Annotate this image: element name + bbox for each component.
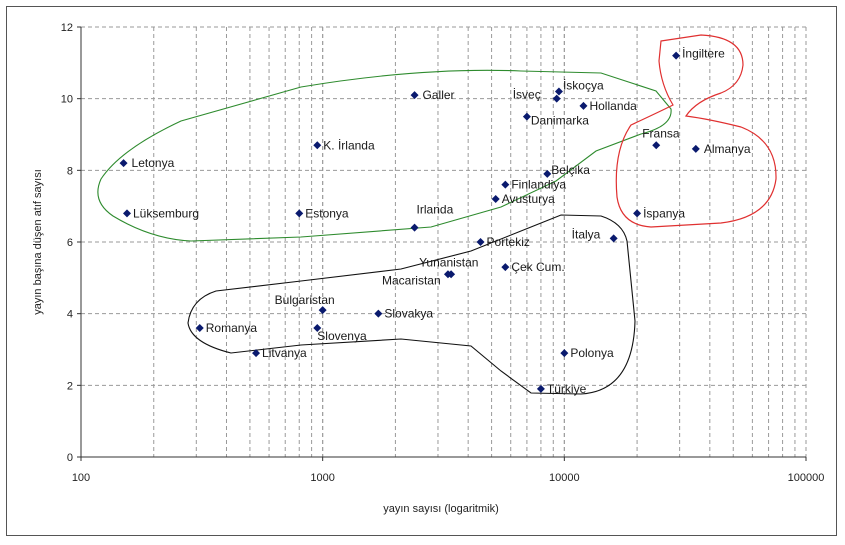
- cluster-outline-red: [615, 34, 777, 228]
- chart-frame: 0 2 4 6 8 10 12 100 1000 10000 100000 İngiltere İsk…: [6, 6, 837, 536]
- data-point: [552, 94, 561, 103]
- data-point: [522, 112, 531, 121]
- data-point: [491, 195, 500, 203]
- data-point: [374, 309, 383, 318]
- data-point: [443, 270, 452, 279]
- data-point: [501, 263, 510, 272]
- data-point-label: İskoçya: [563, 79, 604, 93]
- data-point-label: Slovenya: [317, 329, 367, 343]
- data-point-label: Türkiye: [547, 382, 587, 396]
- data-point-label: Portekiz: [487, 235, 530, 249]
- data-point-label: Yunanistan: [419, 255, 478, 269]
- x-tick-label: 100: [72, 472, 90, 484]
- data-point-label: Avusturya: [502, 192, 555, 206]
- x-tick-label: 10000: [549, 472, 580, 484]
- data-point: [579, 101, 588, 110]
- y-tick-label: 6: [67, 237, 73, 249]
- data-point: [501, 180, 510, 189]
- data-points: [119, 51, 700, 393]
- cluster-outlines: [97, 34, 777, 395]
- data-point: [410, 91, 419, 100]
- data-point: [543, 169, 552, 178]
- data-point-label: K. İrlanda: [323, 138, 375, 152]
- data-point: [691, 144, 700, 153]
- data-point-label: Lüksemburg: [133, 206, 199, 220]
- y-tick-label: 2: [67, 380, 73, 392]
- data-point: [195, 324, 204, 332]
- y-tick-label: 4: [67, 309, 73, 321]
- x-tick-label: 1000: [310, 472, 334, 484]
- cluster-outline-green: [97, 69, 672, 242]
- data-point-label: Fransa: [642, 126, 680, 140]
- data-point-label: İtalya: [572, 227, 601, 241]
- data-point-label: Danimarka: [531, 114, 589, 128]
- data-point: [313, 324, 322, 332]
- data-point: [318, 306, 327, 315]
- data-point: [609, 234, 618, 243]
- data-point-label: Finlandiya: [511, 178, 566, 192]
- x-tick-label: 100000: [788, 472, 825, 484]
- data-point-label: Bulgaristan: [275, 293, 335, 307]
- data-point-label: Hollanda: [589, 99, 637, 113]
- y-tick-label: 12: [61, 22, 73, 34]
- data-point-label: Belçika: [551, 163, 590, 177]
- data-point-label: İngiltere: [682, 47, 725, 61]
- data-point: [410, 223, 419, 232]
- data-point-label: İsveç: [513, 88, 541, 102]
- data-point-label: Estonya: [305, 206, 349, 220]
- data-point: [554, 87, 563, 96]
- y-tick-label: 8: [67, 165, 73, 177]
- data-point-label: İspanya: [643, 206, 685, 220]
- data-point-label: Polonya: [570, 346, 614, 360]
- cluster-outline-black: [187, 214, 636, 395]
- data-point-label: Romanya: [206, 321, 258, 335]
- data-point-label: Macaristan: [382, 273, 441, 287]
- data-point-label: Çek Cum.: [511, 260, 564, 274]
- data-point: [560, 349, 569, 358]
- data-point-label: Irlanda: [417, 203, 454, 217]
- grid: [81, 26, 807, 457]
- data-point: [633, 209, 642, 218]
- y-tick-label: 10: [61, 94, 73, 106]
- data-point: [672, 51, 681, 60]
- data-point: [476, 238, 485, 246]
- x-axis-title: yayın sayısı (logaritmik): [383, 503, 499, 515]
- data-point-label: Letonya: [132, 156, 175, 170]
- data-point: [252, 349, 261, 358]
- data-point-label: Galler: [423, 88, 455, 102]
- data-point: [119, 159, 128, 168]
- data-point-label: Slovakya: [384, 307, 433, 321]
- axes: 0 2 4 6 8 10 12 100 1000 10000 100000: [61, 22, 825, 484]
- data-point-label: Litvanya: [262, 346, 307, 360]
- data-point: [313, 141, 322, 150]
- point-labels: İngiltere İskoçya İsveç Hollanda Galler Danim…: [132, 47, 751, 396]
- data-point-label: Almanya: [704, 142, 751, 156]
- data-point: [652, 141, 661, 150]
- y-tick-label: 0: [67, 452, 73, 464]
- data-point: [295, 209, 304, 218]
- data-point: [122, 209, 131, 218]
- y-axis-title: yayın başına düşen atıf sayısı: [32, 169, 44, 315]
- data-point: [536, 384, 545, 393]
